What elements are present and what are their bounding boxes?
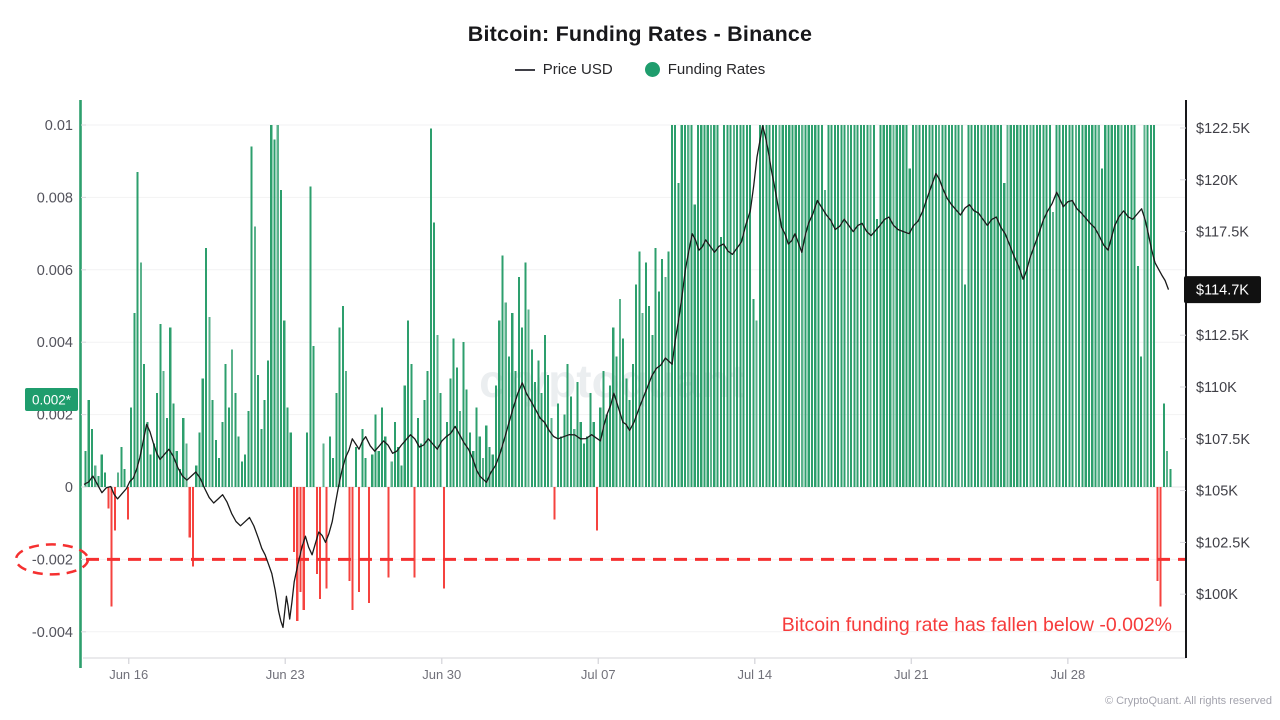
svg-text:Jul 21: Jul 21	[894, 667, 929, 682]
svg-text:Jul 14: Jul 14	[737, 667, 772, 682]
svg-text:$114.7K: $114.7K	[1196, 283, 1249, 299]
svg-text:Jul 07: Jul 07	[581, 667, 616, 682]
legend-price-label: Price USD	[542, 61, 613, 78]
svg-text:Jul 28: Jul 28	[1050, 667, 1085, 682]
axis-tick-labels: 0.01 0.008 0.006 0.004 0.002 0 -0.002 -0.004 $12…	[32, 118, 1250, 682]
svg-text:$117.5K: $117.5K	[1196, 225, 1249, 241]
svg-text:0.006: 0.006	[37, 263, 73, 279]
legend-item-funding[interactable]: Funding Rates	[644, 61, 766, 78]
svg-text:-0.004: -0.004	[32, 625, 73, 641]
funding-dot-legend-icon	[644, 62, 660, 77]
svg-text:$122.5K: $122.5K	[1196, 121, 1250, 137]
svg-text:Jun 30: Jun 30	[422, 667, 461, 682]
svg-text:Jun 23: Jun 23	[266, 667, 305, 682]
svg-text:$110K: $110K	[1196, 380, 1237, 396]
svg-text:-0.002: -0.002	[32, 552, 73, 568]
svg-text:0.002: 0.002	[37, 408, 73, 424]
alert-annotation: Bitcoin funding rate has fallen below -0…	[782, 614, 1172, 636]
last-price-badge: $114.7K	[1184, 276, 1261, 304]
svg-text:$112.5K: $112.5K	[1196, 328, 1249, 344]
funding-value-badge: 0.002*	[25, 388, 78, 411]
svg-text:$100K: $100K	[1196, 587, 1238, 603]
svg-text:$105K: $105K	[1196, 484, 1238, 500]
legend: Price USD Funding Rates	[0, 61, 1280, 78]
legend-item-price[interactable]: Price USD	[514, 61, 613, 78]
price-line	[83, 125, 1170, 629]
svg-text:$120K: $120K	[1196, 173, 1238, 189]
legend-funding-label: Funding Rates	[667, 61, 766, 78]
copyright: © CryptoQuant. All rights reserved	[1104, 695, 1272, 707]
svg-text:0: 0	[65, 480, 73, 496]
svg-text:0.01: 0.01	[45, 118, 73, 134]
svg-text:Jun 16: Jun 16	[109, 667, 148, 682]
price-line-legend-icon	[514, 68, 535, 71]
chart-title: Bitcoin: Funding Rates - Binance	[467, 22, 813, 46]
threshold-tick-circle	[14, 543, 90, 576]
svg-text:$107.5K: $107.5K	[1196, 432, 1250, 448]
svg-text:0.008: 0.008	[37, 190, 73, 206]
svg-text:$102.5K: $102.5K	[1196, 535, 1250, 551]
svg-text:0.004: 0.004	[37, 335, 73, 351]
svg-text:0.002*: 0.002*	[32, 393, 72, 408]
funding-rate-bars	[84, 125, 1172, 621]
axes	[79, 100, 1187, 668]
